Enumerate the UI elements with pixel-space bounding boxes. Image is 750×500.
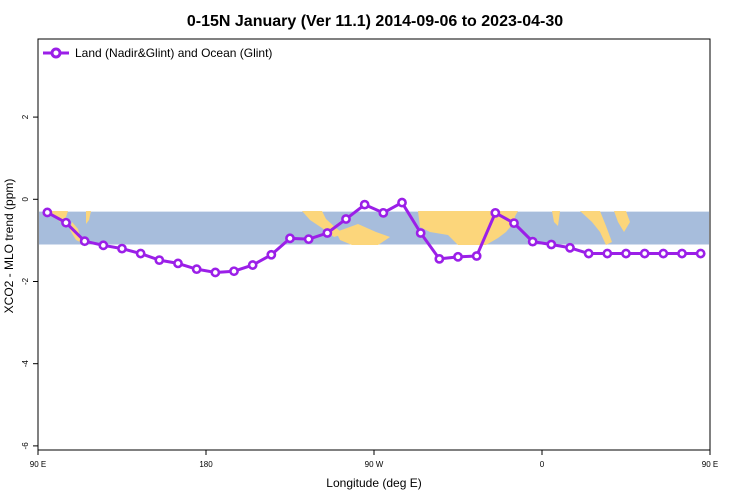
data-point [42, 207, 53, 218]
data-point [453, 251, 463, 262]
data-point [546, 239, 557, 250]
data-point [135, 248, 146, 259]
y-tick-label: 0 [21, 197, 30, 202]
data-point [621, 248, 631, 259]
data-point [583, 248, 594, 259]
y-axis: -6 -4 -2 0 2 [21, 114, 38, 449]
data-point [285, 233, 295, 244]
land-mass [50, 211, 68, 222]
data-point [509, 218, 519, 229]
data-point [397, 197, 407, 208]
land-mass [508, 211, 518, 218]
land-mass [336, 224, 390, 245]
data-point [695, 248, 706, 259]
data-point [191, 264, 202, 275]
land-mass [580, 211, 612, 245]
x-tick-label: 0 [540, 460, 545, 469]
data-point [117, 243, 127, 254]
data-point [434, 253, 445, 264]
data-point [61, 217, 71, 228]
y-tick-label: -4 [21, 360, 30, 368]
data-point [322, 228, 333, 238]
land-mass [302, 211, 344, 237]
data-point [490, 207, 501, 218]
y-axis-label: XCO2 - MLO trend (ppm) [2, 179, 16, 314]
data-point [359, 199, 370, 210]
data-point [602, 248, 613, 259]
data-point [527, 236, 538, 247]
data-point [639, 248, 650, 259]
data-point [658, 248, 669, 259]
data-point [677, 248, 687, 259]
data-point [229, 266, 239, 277]
data-point [303, 234, 314, 245]
y-tick-label: -2 [21, 277, 30, 285]
land-mass [614, 211, 630, 232]
data-point [471, 251, 482, 261]
data-point [210, 267, 221, 278]
x-tick-label: 90 E [30, 460, 46, 469]
x-axis-label: Longitude (deg E) [326, 476, 421, 490]
x-tick-label: 180 [199, 460, 213, 469]
data-point [173, 258, 183, 269]
land-mass [552, 211, 560, 226]
data-point [415, 228, 426, 238]
data-point [98, 240, 109, 251]
x-axis: 90 E 180 90 W 0 90 E [30, 450, 718, 469]
map-band [39, 211, 709, 245]
y-tick-label: 2 [21, 114, 30, 119]
series-layer [42, 197, 706, 278]
data-point [565, 242, 575, 253]
land-mass [86, 211, 91, 224]
x-tick-label: 90 W [365, 460, 384, 469]
data-point [341, 214, 351, 224]
data-point [378, 207, 389, 218]
x-tick-label: 90 E [702, 460, 718, 469]
data-point [247, 260, 258, 270]
y-tick-label: -6 [21, 442, 30, 450]
data-point [266, 249, 277, 260]
data-point [154, 255, 165, 266]
chart-title: 0-15N January (Ver 11.1) 2014-09-06 to 2… [187, 13, 563, 30]
legend: Land (Nadir&Glint) and Ocean (Glint) [43, 46, 272, 60]
legend-label: Land (Nadir&Glint) and Ocean (Glint) [75, 46, 272, 60]
legend-marker [50, 47, 62, 59]
data-point [79, 236, 90, 247]
